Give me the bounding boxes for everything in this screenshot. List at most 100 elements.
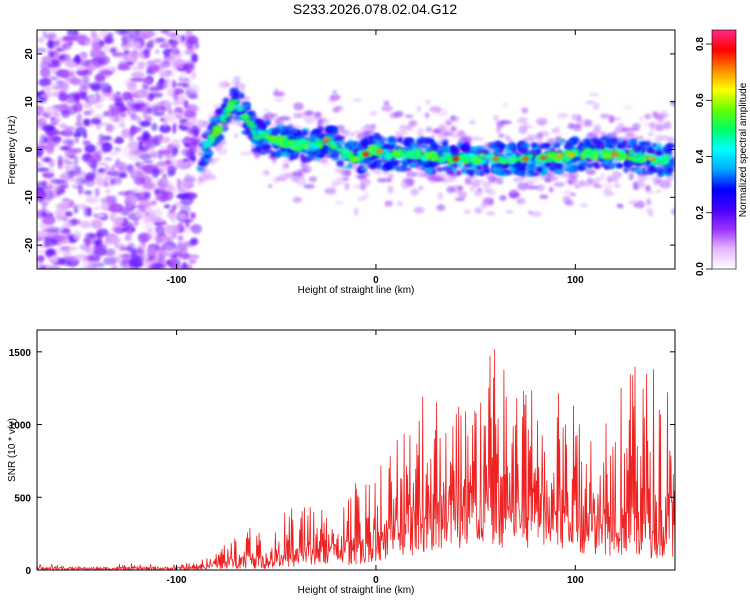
spectrogram-cell [324,187,337,195]
spectrogram-cell [171,79,177,89]
spectrogram-cell [409,154,417,160]
spectrogram-cell [112,216,124,225]
spectrogram-cell [91,84,101,92]
spectrogram-cell [103,157,113,161]
spectrogram-cell [164,159,172,165]
spectrogram-y-tick-label: -10 [24,190,35,205]
spectrogram-cell [181,148,190,156]
spectrogram-cell [176,212,188,221]
spectrogram-cell [505,210,514,214]
spectrogram-cell [434,144,441,148]
spectrogram-cell [273,150,283,156]
spectrogram-cell [588,93,600,97]
spectrogram-cell [354,136,362,141]
spectrogram-cell [548,166,555,172]
spectrogram-cell [37,249,47,254]
spectrogram-cell [477,188,483,192]
spectrogram-cell [74,253,88,261]
spectrogram-cell [585,140,590,146]
spectrogram-cell [185,30,193,39]
spectrogram-cell [387,173,394,179]
spectrogram-cell [61,44,66,53]
spectrogram-cell [85,240,90,247]
spectrogram-cell [76,113,82,124]
spectrogram-cell [362,141,368,149]
spectrogram-y-tick-label: 10 [24,96,35,108]
spectrogram-cell [181,122,193,128]
spectrogram-cell [439,146,445,151]
spectrogram-cell [90,43,104,49]
spectrogram-cell [353,141,358,149]
spectrogram-cell [383,100,390,106]
spectrogram-cell [509,166,516,173]
spectrogram-cell [534,157,541,163]
spectrogram-cell [419,144,429,149]
spectrogram-cell [347,162,353,169]
spectrogram-cell [502,102,509,109]
spectrogram-cell [593,183,602,189]
spectrogram-cell [145,141,152,148]
spectrogram-cell [610,162,615,170]
spectrogram-cell [72,170,87,178]
spectrogram-cell [59,174,71,180]
spectrogram-cell [304,110,314,116]
spectrogram-cell [336,135,346,141]
spectrogram-cell [380,154,387,158]
spectrogram-cell [504,134,511,141]
spectrogram-cell [628,199,639,205]
spectrogram-cell [118,172,128,179]
spectrogram-cell [108,152,119,156]
spectrogram-cell [61,198,71,202]
spectrogram-cell [149,231,157,242]
spectrogram-cell [416,105,422,113]
spectrogram-cell [64,211,73,217]
spectrogram-cell [46,144,55,154]
spectrogram-cell [344,153,352,158]
spectrogram-cell [401,158,408,163]
spectrogram-cell [470,157,480,161]
spectrogram-cell [49,253,59,264]
spectrogram-cell [577,180,588,187]
spectrogram-cell [292,112,302,119]
spectrogram-cell [457,164,465,169]
snr-y-tick-label: 0 [25,566,31,577]
spectrogram-cell [74,122,84,127]
spectrogram-cell [376,162,382,166]
spectrogram-cell [159,124,172,134]
spectrogram-cell [47,39,54,49]
spectrogram-cell [366,140,375,146]
spectrogram-cell [139,200,147,205]
spectrogram-cell [89,159,98,169]
spectrogram-cell [144,115,153,123]
spectrogram-cell [637,173,648,182]
spectrogram-cell [139,153,152,161]
spectrogram-cell [37,168,50,172]
spectrogram-cell [78,91,87,100]
spectrogram-cell [259,149,268,155]
spectrogram-cell [480,201,488,209]
spectrogram-cell [190,71,197,80]
spectrogram-cell [100,196,115,204]
spectrogram-cell [404,142,409,146]
spectrogram-cell [446,163,451,170]
spectrogram-cell [163,186,176,193]
spectrogram-cell [484,154,493,160]
spectrogram-cell [401,180,410,189]
spectrogram-cell [669,161,675,167]
spectrogram-cell [383,178,391,182]
spectrogram-cell [228,92,239,97]
spectrogram-cell [127,81,137,92]
spectrogram-cell [405,124,414,131]
spectrogram-cell [136,116,142,124]
spectrogram-cell [654,123,666,129]
spectrogram-cell [482,164,489,170]
spectrogram-cell [282,139,288,146]
spectrogram-cell [292,196,303,203]
spectrogram-cell [60,70,69,78]
spectrogram-cell [273,97,284,103]
spectrogram-cell [117,116,125,126]
spectrogram-cell [183,99,189,109]
spectrogram-cell [587,158,594,162]
spectrogram-cell [292,170,303,178]
